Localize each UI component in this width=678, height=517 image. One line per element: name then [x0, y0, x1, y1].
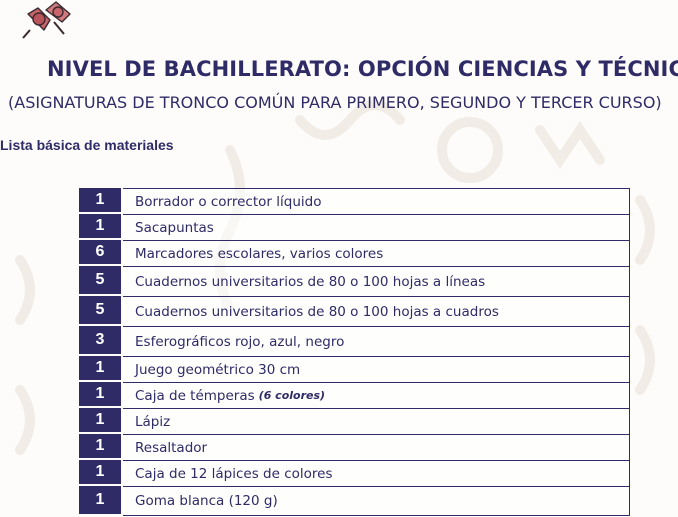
quantity-cell: 1	[79, 408, 121, 434]
quantity-cell: 1	[79, 356, 121, 382]
item-label: Juego geométrico 30 cm	[135, 361, 301, 378]
item-label: Lápiz	[135, 413, 171, 430]
item-label: Caja de 12 lápices de colores	[135, 465, 333, 482]
table-row: 1 Caja de 12 lápices de colores	[79, 460, 630, 486]
item-label: Resaltador	[135, 439, 208, 456]
item-cell: Goma blanca (120 g)	[123, 486, 630, 516]
table-row: 5 Cuadernos universitarios de 80 o 100 h…	[79, 266, 630, 296]
quantity-cell: 1	[79, 214, 121, 240]
item-label: Goma blanca (120 g)	[135, 493, 278, 509]
item-cell: Juego geométrico 30 cm	[123, 356, 630, 382]
table-row: 1 Goma blanca (120 g)	[79, 486, 630, 516]
item-cell: Esferográficos rojo, azul, negro	[123, 326, 630, 356]
page-subtitle: (ASIGNATURAS DE TRONCO COMÚN PARA PRIMER…	[8, 93, 662, 112]
table-row: 5 Cuadernos universitarios de 80 o 100 h…	[79, 296, 630, 326]
item-note: (6 colores)	[258, 389, 326, 402]
item-cell: Cuadernos universitarios de 80 o 100 hoj…	[123, 296, 630, 326]
section-label: Lista básica de materiales	[0, 137, 174, 153]
table-row: 1 Sacapuntas	[79, 214, 630, 240]
item-label: Marcadores escolares, varios colores	[135, 245, 384, 262]
item-cell: Caja de 12 lápices de colores	[123, 460, 630, 486]
quantity-cell: 1	[79, 460, 121, 486]
item-label: Sacapuntas	[135, 219, 214, 236]
table-row: 1 Borrador o corrector líquido	[79, 188, 630, 214]
pushpins-icon	[22, 1, 71, 39]
materials-table: 1 Borrador o corrector líquido 1 Sacapun…	[79, 188, 630, 516]
item-label: Cuadernos universitarios de 80 o 100 hoj…	[135, 273, 486, 290]
item-cell: Borrador o corrector líquido	[123, 188, 630, 214]
item-cell: Caja de témperas (6 colores)	[123, 382, 630, 408]
item-cell: Cuadernos universitarios de 80 o 100 hoj…	[123, 266, 630, 296]
quantity-cell: 1	[79, 434, 121, 460]
item-cell: Resaltador	[123, 434, 630, 460]
quantity-cell: 3	[79, 326, 121, 356]
table-row: 1 Caja de témperas (6 colores)	[79, 382, 630, 408]
table-row: 3 Esferográficos rojo, azul, negro	[79, 326, 630, 356]
item-label: Caja de témperas	[135, 387, 255, 404]
page-title: NIVEL DE BACHILLERATO: OPCIÓN CIENCIAS Y…	[47, 57, 678, 81]
quantity-cell: 1	[79, 486, 121, 516]
table-row: 6 Marcadores escolares, varios colores	[79, 240, 630, 266]
quantity-cell: 6	[79, 240, 121, 266]
item-cell: Lápiz	[123, 408, 630, 434]
item-label: Esferográficos rojo, azul, negro	[135, 333, 345, 350]
quantity-cell: 5	[79, 296, 121, 326]
table-row: 1 Lápiz	[79, 408, 630, 434]
quantity-cell: 1	[79, 382, 121, 408]
item-cell: Sacapuntas	[123, 214, 630, 240]
item-label: Borrador o corrector líquido	[135, 193, 322, 210]
quantity-cell: 1	[79, 188, 121, 214]
table-row: 1 Resaltador	[79, 434, 630, 460]
item-cell: Marcadores escolares, varios colores	[123, 240, 630, 266]
item-label: Cuadernos universitarios de 80 o 100 hoj…	[135, 303, 499, 320]
quantity-cell: 5	[79, 266, 121, 296]
table-row: 1 Juego geométrico 30 cm	[79, 356, 630, 382]
